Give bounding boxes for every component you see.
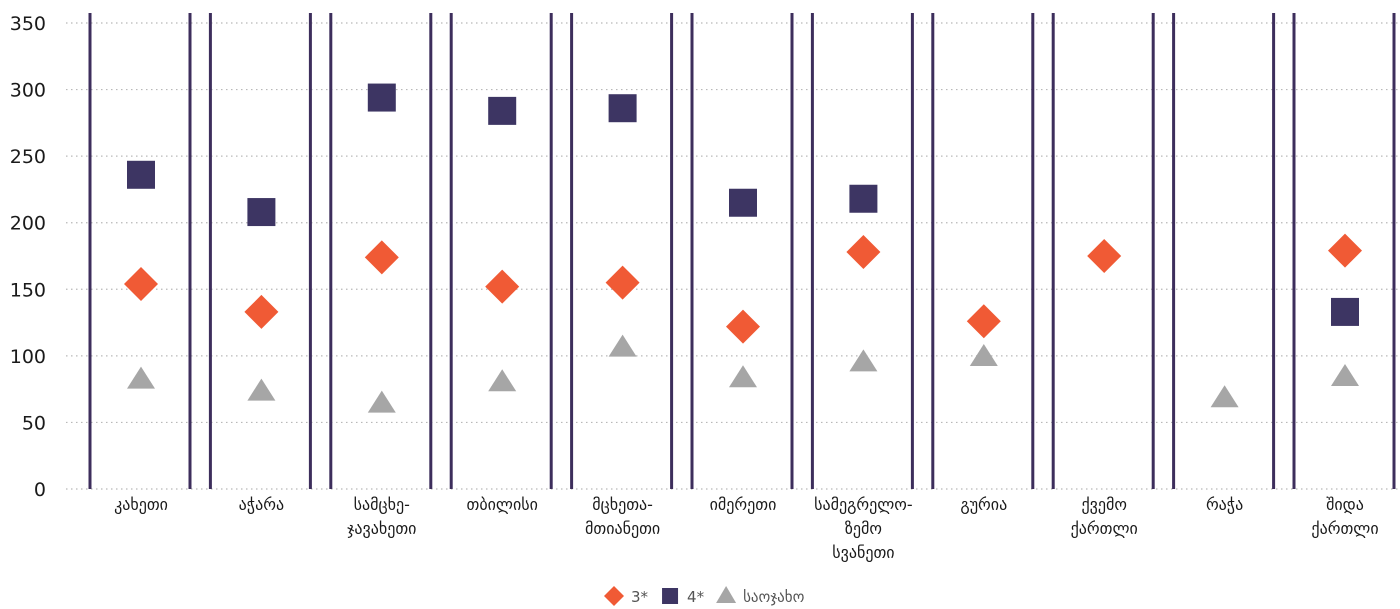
data-point-diamond [124,266,158,301]
data-point-diamond [846,235,881,270]
legend-label: 4* [687,588,705,606]
y-tick-label: 100 [10,346,46,368]
x-category-label: მცხეთა-მთიანეთი [585,495,660,538]
y-tick-label: 300 [10,80,46,102]
legend-label: 3* [631,588,649,606]
data-point-diamond [726,309,760,344]
data-point-triangle [969,343,998,366]
data-point-square [367,83,396,112]
data-point-diamond [364,240,399,275]
legend-marker-diamond [604,586,624,606]
x-category-label: აჭარა [239,495,284,514]
y-tick-label: 200 [10,213,46,235]
x-axis-category-labels: კახეთი აჭარა სამცხე-ჯავახეთი თბილისი მცხეთა-… [114,495,1379,562]
data-point-triangle [127,366,155,389]
data-point-triangle [1210,385,1239,408]
data-point-diamond [485,269,520,304]
x-category-label: თბილისი [467,495,538,514]
y-axis-ticks: 0 50 100 150 200 250 300 350 [10,13,46,501]
data-point-square [1331,297,1359,326]
data-point-square [849,184,878,213]
data-point-square [127,160,155,189]
legend-marker-triangle [716,586,737,603]
legend-marker-square [662,588,679,604]
data-point-triangle [488,369,517,392]
y-tick-label: 250 [10,146,46,168]
data-point-triangle [247,378,276,401]
data-point-diamond [244,294,279,329]
data-point-triangle [849,349,878,372]
y-tick-label: 350 [10,13,46,35]
data-point-triangle [1331,363,1359,386]
x-category-label: ქვემო ქართლი [1071,495,1138,538]
data-point-square [608,94,637,123]
x-category-label: სამეგრელო-ზემო სვანეთი [814,495,913,562]
data-point-diamond [1087,239,1122,273]
x-category-label: სამცხე-ჯავახეთი [347,495,416,538]
data-point-triangle [729,365,757,388]
data-point-diamond [1328,233,1362,268]
x-category-label: რაჭა [1206,495,1243,514]
legend: 3* 4* საოჯახო [604,586,805,606]
data-point-triangle [608,334,637,357]
y-tick-label: 0 [34,479,46,501]
legend-label: საოჯახო [743,588,805,606]
x-category-label: გურია [960,495,1007,514]
gridlines [66,22,1400,490]
data-point-triangle [367,390,396,413]
data-point-square [488,96,517,125]
data-point-diamond [605,265,640,300]
x-category-label: იმერეთი [710,495,777,514]
data-point-diamond [966,304,1001,339]
x-category-label: კახეთი [114,495,168,514]
data-point-square [247,198,276,227]
category-separators [88,13,1396,489]
y-tick-label: 50 [22,412,46,434]
data-point-square [729,188,757,217]
data-points [124,83,1362,413]
y-tick-label: 150 [10,279,46,301]
x-category-label: შიდა ქართლი [1311,495,1378,538]
